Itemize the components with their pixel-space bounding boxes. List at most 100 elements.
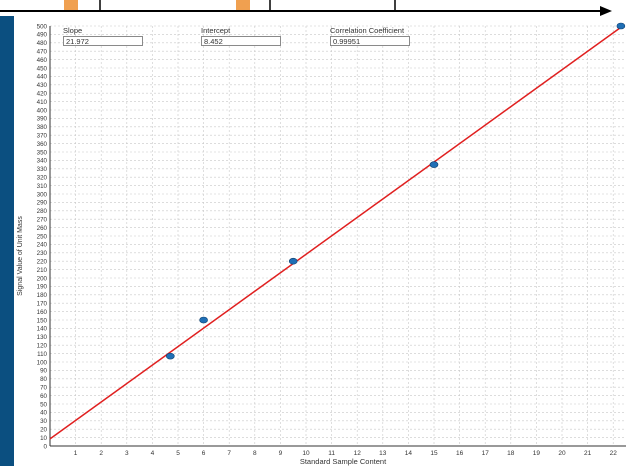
- calibration-chart: 1 2 3 4 5 6 7 8 9 10 11 12 13 14 15 16 17 18 19 20 21 22 0 10 20…: [14, 16, 633, 466]
- intercept-box: Intercept 8.452: [201, 26, 281, 46]
- y-tick-label: 330: [37, 166, 48, 173]
- y-tick-label: 150: [37, 317, 48, 324]
- y-tick-label: 0: [44, 443, 48, 450]
- y-tick-label: 60: [40, 393, 47, 400]
- slope-label: Slope: [63, 26, 83, 35]
- y-tick-label: 80: [40, 376, 47, 383]
- plot-svg: 1 2 3 4 5 6 7 8 9 10 11 12 13 14 15 16 17 18 19 20 21 2201020…: [17, 22, 626, 466]
- x-tick-label: 21: [584, 450, 592, 457]
- y-tick-label: 280: [37, 208, 48, 215]
- axis-layer: 1 2 3 4 5 6 7 8 9 10 11 12 13 14 15 16 17 18 19 20 21 2201020…: [37, 23, 626, 457]
- data-point: [616, 22, 626, 30]
- y-tick-label: 30: [40, 418, 47, 425]
- correlation-field[interactable]: 0.99951: [330, 36, 410, 46]
- y-tick-label: 370: [37, 133, 48, 140]
- y-tick-label: 250: [37, 233, 48, 240]
- x-tick-label: 4: [151, 450, 155, 457]
- correlation-box: Correlation Coefficient 0.99951: [330, 26, 410, 46]
- y-tick-label: 170: [37, 301, 48, 308]
- y-tick-label: 340: [37, 158, 48, 165]
- x-tick-label: 2: [99, 450, 103, 457]
- y-tick-label: 410: [37, 99, 48, 106]
- y-tick-label: 180: [37, 292, 48, 299]
- x-tick-label: 6: [202, 450, 206, 457]
- y-tick-label: 90: [40, 368, 47, 375]
- y-tick-label: 200: [37, 275, 48, 282]
- y-tick-label: 460: [37, 57, 48, 64]
- x-tick-label: 22: [610, 450, 618, 457]
- left-sidebar: [0, 16, 14, 466]
- x-tick-label: 13: [379, 450, 387, 457]
- y-tick-label: 210: [37, 267, 48, 274]
- intercept-field[interactable]: 8.452: [201, 36, 281, 46]
- x-tick-label: 11: [328, 450, 335, 457]
- x-axis-label: Standard Sample Content: [300, 457, 387, 466]
- slope-box: Slope 21.972: [63, 26, 143, 46]
- y-tick-label: 390: [37, 116, 48, 123]
- y-tick-label: 10: [40, 435, 47, 442]
- x-tick-label: 14: [405, 450, 413, 457]
- x-tick-label: 1: [74, 450, 78, 457]
- y-tick-label: 190: [37, 284, 48, 291]
- y-tick-label: 100: [37, 359, 48, 366]
- y-tick-label: 270: [37, 217, 48, 224]
- x-tick-label: 18: [507, 450, 515, 457]
- y-tick-label: 240: [37, 242, 48, 249]
- fit-line: [49, 25, 624, 440]
- y-tick-label: 110: [37, 351, 47, 358]
- y-tick-label: 50: [40, 401, 47, 408]
- slider-handle[interactable]: [236, 0, 250, 10]
- y-tick-label: 230: [37, 250, 48, 257]
- y-tick-label: 430: [37, 82, 48, 89]
- y-tick-label: 450: [37, 65, 48, 72]
- x-tick-label: 9: [279, 450, 283, 457]
- x-tick-label: 3: [125, 450, 129, 457]
- x-tick-label: 17: [482, 450, 490, 457]
- y-tick-label: 20: [40, 427, 47, 434]
- y-tick-label: 500: [37, 23, 48, 30]
- x-tick-label: 7: [227, 450, 231, 457]
- y-tick-label: 400: [37, 107, 48, 114]
- y-tick-label: 350: [37, 149, 48, 156]
- y-tick-label: 70: [40, 385, 47, 392]
- data-point: [429, 161, 439, 168]
- data-point: [288, 257, 298, 265]
- x-tick-label: 5: [176, 450, 180, 457]
- slider-handle[interactable]: [64, 0, 78, 10]
- y-tick-label: 40: [40, 410, 47, 417]
- correlation-label: Correlation Coefficient: [330, 26, 405, 35]
- y-tick-label: 220: [37, 259, 48, 266]
- top-toolbar: [0, 0, 633, 16]
- intercept-label: Intercept: [201, 26, 231, 35]
- x-tick-label: 8: [253, 450, 257, 457]
- x-tick-label: 20: [558, 450, 566, 457]
- mark-layer: [49, 22, 626, 440]
- x-tick-label: 19: [533, 450, 541, 457]
- y-tick-label: 490: [37, 32, 48, 39]
- y-tick-label: 440: [37, 74, 48, 81]
- top-arrow-graphic: [0, 0, 612, 16]
- slope-field[interactable]: 21.972: [63, 36, 143, 46]
- x-tick-label: 16: [456, 450, 464, 457]
- y-tick-label: 130: [37, 334, 48, 341]
- x-tick-label: 15: [430, 450, 438, 457]
- y-tick-label: 470: [37, 49, 48, 56]
- x-tick-label: 12: [354, 450, 362, 457]
- y-tick-label: 380: [37, 124, 48, 131]
- y-tick-label: 140: [37, 326, 48, 333]
- y-tick-label: 360: [37, 141, 48, 148]
- y-tick-label: 300: [37, 191, 48, 198]
- y-tick-label: 320: [37, 175, 48, 182]
- y-tick-label: 480: [37, 40, 48, 47]
- y-tick-label: 310: [37, 183, 48, 190]
- y-tick-label: 290: [37, 200, 48, 207]
- grid-layer: [50, 25, 626, 446]
- x-tick-label: 10: [302, 450, 310, 457]
- data-point: [199, 316, 208, 324]
- y-tick-label: 260: [37, 225, 48, 232]
- y-tick-label: 120: [37, 343, 48, 350]
- data-point: [166, 352, 175, 360]
- y-axis-label: Signal Value of Unit Mass: [17, 216, 24, 296]
- y-tick-label: 160: [37, 309, 48, 316]
- y-tick-label: 420: [37, 91, 48, 98]
